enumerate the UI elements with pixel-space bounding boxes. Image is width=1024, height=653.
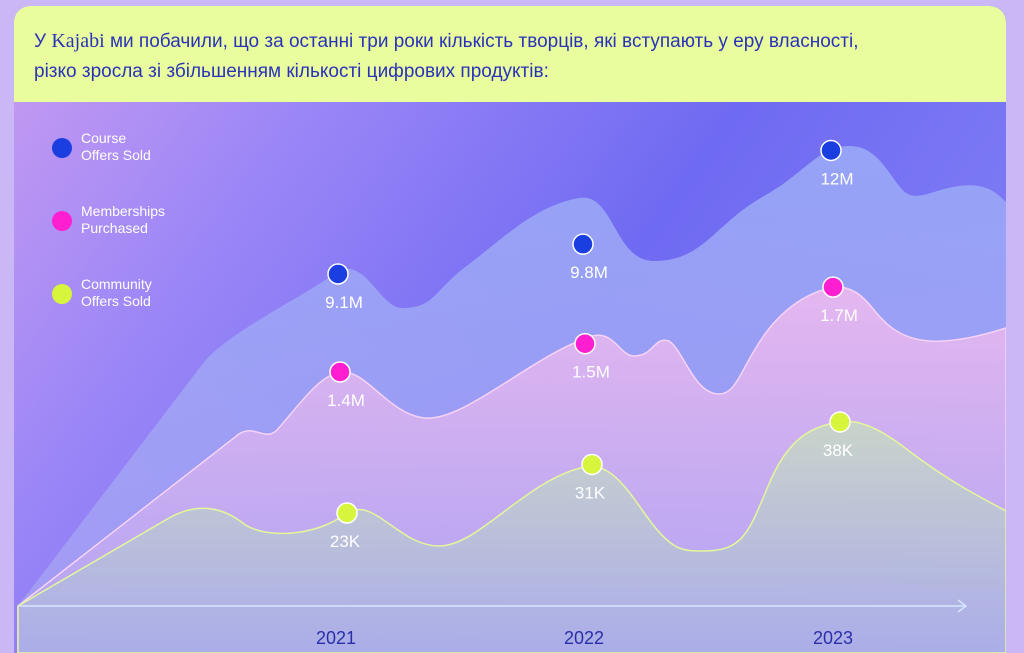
value-label: 1.5M bbox=[572, 363, 610, 382]
header-line1-prefix: У bbox=[34, 31, 52, 52]
legend-label-line1: Memberships bbox=[81, 203, 166, 219]
value-label: 1.4M bbox=[327, 391, 365, 410]
chart-card: У Kajabi ми побачили, що за останні три … bbox=[14, 6, 1006, 653]
legend-label-line1: Course bbox=[81, 130, 127, 146]
legend-item-course: Course Offers Sold bbox=[52, 130, 252, 170]
data-point-course-2022 bbox=[572, 233, 594, 255]
value-label: 12M bbox=[820, 169, 853, 188]
value-label: 9.1M bbox=[325, 293, 363, 312]
legend-item-community: Community Offers Sold bbox=[52, 276, 252, 316]
data-point-community-2023 bbox=[829, 411, 851, 433]
x-axis-arrowhead bbox=[957, 599, 968, 613]
legend-label-line2: Purchased bbox=[81, 220, 148, 236]
legend-label-line2: Offers Sold bbox=[81, 147, 151, 163]
data-point-course-2023 bbox=[820, 139, 842, 162]
value-label: 9.8M bbox=[570, 263, 608, 282]
chart-marks: 9.1M 9.8M 12M 1.4M 1.5M 1.7M 23K 31K 38K bbox=[325, 139, 858, 551]
legend-dot-icon bbox=[52, 211, 72, 231]
brand-name: Kajabi bbox=[51, 30, 105, 52]
data-point-memberships-2021 bbox=[329, 361, 351, 383]
x-tick-label-2023: 2023 bbox=[813, 628, 853, 648]
legend-label: Community Offers Sold bbox=[81, 276, 221, 310]
legend-item-memberships: Memberships Purchased bbox=[52, 203, 252, 243]
data-point-memberships-2022 bbox=[574, 332, 596, 355]
header-line1-suffix: ми побачили, що за останні три роки кіль… bbox=[104, 31, 859, 52]
data-point-memberships-2023 bbox=[822, 276, 844, 298]
legend-dot-icon bbox=[52, 138, 72, 158]
legend-label: Course Offers Sold bbox=[81, 130, 221, 164]
legend-dot-icon bbox=[52, 284, 72, 304]
legend-label-line1: Community bbox=[81, 276, 152, 292]
x-tick-label-2022: 2022 bbox=[564, 628, 604, 648]
legend-label-line2: Offers Sold bbox=[81, 293, 151, 309]
legend-label: Memberships Purchased bbox=[81, 203, 221, 237]
x-axis-ticks: 2021 2022 2023 bbox=[316, 628, 853, 648]
area-community-offers bbox=[17, 420, 1006, 653]
data-point-community-2022 bbox=[581, 453, 603, 476]
header-text: У Kajabi ми побачили, що за останні три … bbox=[34, 26, 984, 87]
header-banner: У Kajabi ми побачили, що за останні три … bbox=[14, 6, 1006, 102]
value-label: 23K bbox=[330, 532, 361, 551]
data-point-community-2021 bbox=[336, 502, 358, 524]
header-line2: різко зросла зі збільшенням кількості ци… bbox=[34, 61, 549, 82]
x-tick-label-2021: 2021 bbox=[316, 628, 356, 648]
value-label: 1.7M bbox=[820, 306, 858, 325]
data-point-course-2021 bbox=[327, 263, 349, 285]
value-label: 31K bbox=[575, 483, 606, 502]
value-label: 38K bbox=[823, 441, 854, 460]
